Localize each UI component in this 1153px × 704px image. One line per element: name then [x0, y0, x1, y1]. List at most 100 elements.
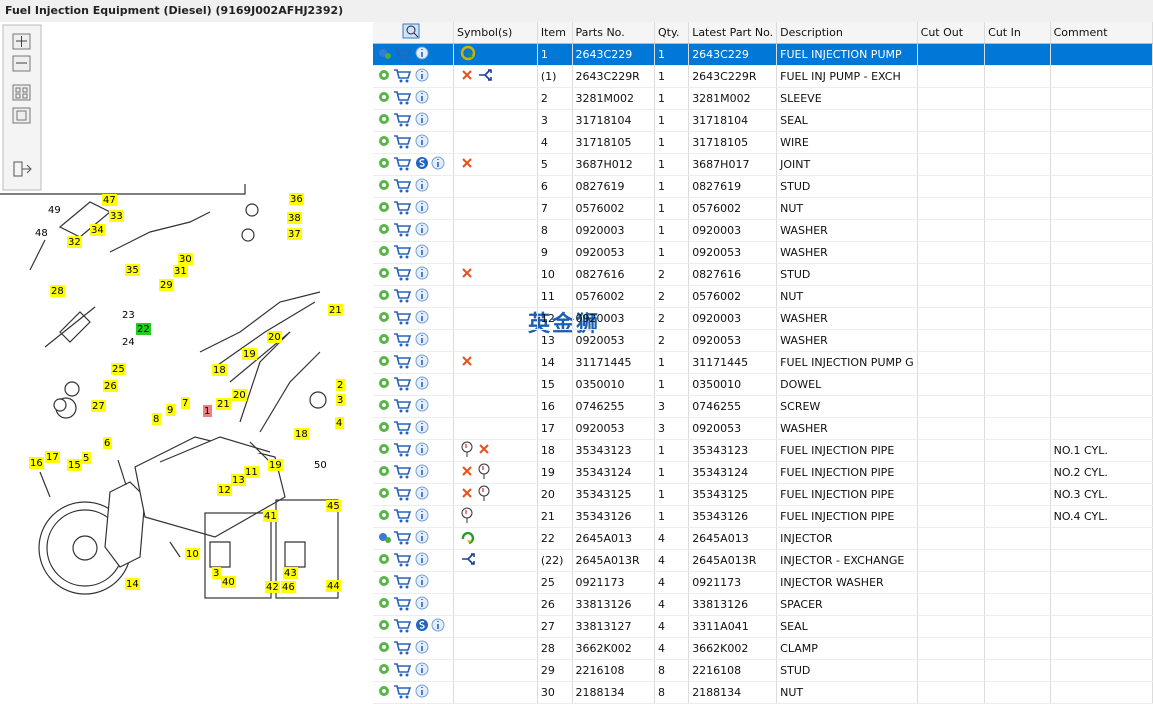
callout-label[interactable]: 28 — [51, 286, 64, 297]
row-icons[interactable] — [373, 593, 454, 616]
row-icons[interactable] — [376, 198, 450, 216]
row-icons[interactable] — [376, 550, 450, 568]
row-icons[interactable] — [373, 373, 454, 396]
callout-label[interactable]: 24 — [122, 337, 135, 348]
header-icon[interactable] — [373, 22, 454, 44]
column-header[interactable]: Item — [537, 22, 573, 44]
part-row[interactable]: 6 0827619 1 0827619 STUD — [373, 175, 1153, 198]
row-icons[interactable] — [373, 175, 454, 198]
row-icons[interactable] — [373, 87, 454, 110]
column-header[interactable]: Qty. — [654, 22, 690, 44]
row-icons[interactable] — [376, 682, 450, 700]
callout-label[interactable]: 33 — [110, 211, 123, 222]
row-icons[interactable] — [373, 307, 454, 330]
row-icons[interactable] — [376, 220, 450, 238]
row-icons[interactable] — [373, 461, 454, 484]
part-row[interactable]: 16 0746255 3 0746255 SCREW — [373, 395, 1153, 418]
part-row[interactable]: 15 0350010 1 0350010 DOWEL — [373, 373, 1153, 396]
part-row[interactable]: 2 3281M002 1 3281M002 SLEEVE — [373, 87, 1153, 110]
callout-label[interactable]: 13 — [232, 475, 245, 486]
callout-label[interactable]: 30 — [179, 254, 192, 265]
part-row[interactable]: 4 31718105 1 31718105 WIRE — [373, 131, 1153, 154]
row-icons[interactable] — [376, 374, 450, 392]
export[interactable] — [13, 161, 32, 177]
row-icons[interactable] — [373, 197, 454, 220]
row-icons[interactable] — [373, 65, 454, 88]
row-icons[interactable] — [376, 462, 450, 480]
part-row[interactable]: 29 2216108 8 2216108 STUD — [373, 659, 1153, 682]
callout-label[interactable]: 21 — [329, 305, 342, 316]
row-icons[interactable] — [376, 286, 450, 304]
search-icon[interactable] — [376, 22, 450, 40]
part-row[interactable]: 9 0920053 1 0920053 WASHER — [373, 241, 1153, 264]
callout-label[interactable]: 18 — [213, 365, 226, 376]
callout-label[interactable]: 5 — [83, 453, 89, 464]
row-icons[interactable] — [373, 505, 454, 528]
row-icons[interactable] — [373, 483, 454, 506]
callout-label[interactable]: 4 — [336, 418, 342, 429]
callout-label[interactable]: 26 — [104, 381, 117, 392]
callout-label[interactable]: 21 — [217, 399, 230, 410]
callout-label[interactable]: 38 — [288, 213, 301, 224]
callout-label[interactable]: 32 — [68, 237, 81, 248]
column-header[interactable]: Latest Part No. — [688, 22, 778, 44]
row-icons[interactable] — [373, 153, 454, 176]
callout-label[interactable]: 46 — [282, 582, 295, 593]
callout-label[interactable]: 2 — [337, 380, 343, 391]
part-row[interactable]: 3 31718104 1 31718104 SEAL — [373, 109, 1153, 132]
callout-label[interactable]: 23 — [122, 310, 135, 321]
callout-label[interactable]: 10 — [186, 549, 199, 560]
row-icons[interactable] — [373, 549, 454, 572]
row-icons[interactable] — [376, 484, 450, 502]
callout-label[interactable]: 25 — [112, 364, 125, 375]
row-icons[interactable] — [373, 241, 454, 264]
callout-label[interactable]: 48 — [35, 228, 48, 239]
callout-label[interactable]: 41 — [264, 511, 277, 522]
callout-label[interactable]: 22 — [137, 324, 150, 335]
row-icons[interactable] — [373, 131, 454, 154]
row-icons[interactable] — [376, 616, 450, 634]
part-row[interactable]: (22) 2645A013R 4 2645A013R INJECTOR - EXCHAN… — [373, 549, 1153, 572]
callout-label[interactable]: 6 — [104, 438, 110, 449]
part-row[interactable]: 7 0576002 1 0576002 NUT — [373, 197, 1153, 220]
part-row[interactable]: 18 35343123 1 35343123 FUEL INJECTION PIPE NO… — [373, 439, 1153, 462]
callout-label[interactable]: 3 — [213, 568, 219, 579]
part-row[interactable]: (1) 2643C229R 1 2643C229R FUEL INJ PUMP - EX… — [373, 65, 1153, 88]
callout-label[interactable]: 20 — [233, 390, 246, 401]
callout-label[interactable]: 42 — [266, 582, 279, 593]
part-row[interactable]: 21 35343126 1 35343126 FUEL INJECTION PIPE NO… — [373, 505, 1153, 528]
row-icons[interactable] — [373, 329, 454, 352]
callout-label[interactable]: 16 — [30, 458, 43, 469]
row-icons[interactable] — [376, 506, 450, 524]
part-row[interactable]: 14 31171445 1 31171445 FUEL INJECTION PUMP G — [373, 351, 1153, 374]
column-header[interactable]: Parts No. — [572, 22, 655, 44]
part-row[interactable]: 27 33813127 4 3311A041 SEAL — [373, 615, 1153, 638]
column-header[interactable]: Cut Out — [917, 22, 986, 44]
column-header[interactable]: Comment — [1050, 22, 1153, 44]
part-row[interactable]: 1 2643C229 1 2643C229 FUEL INJECTION PUMP — [373, 43, 1153, 66]
row-icons[interactable] — [376, 396, 450, 414]
actual-size[interactable] — [12, 107, 31, 124]
callout-label[interactable]: 27 — [92, 401, 105, 412]
row-icons[interactable] — [376, 440, 450, 458]
column-header[interactable]: Description — [776, 22, 918, 44]
callout-label[interactable]: 12 — [218, 485, 231, 496]
callout-label[interactable]: 44 — [327, 581, 340, 592]
callout-label[interactable]: 31 — [174, 266, 187, 277]
column-header[interactable]: Symbol(s) — [453, 22, 538, 44]
row-icons[interactable] — [373, 615, 454, 638]
part-row[interactable]: 20 35343125 1 35343125 FUEL INJECTION PIPE NO… — [373, 483, 1153, 506]
part-row[interactable]: 11 0576002 2 0576002 NUT — [373, 285, 1153, 308]
callout-label[interactable]: 15 — [68, 460, 81, 471]
callout-label[interactable]: 19 — [243, 349, 256, 360]
part-row[interactable]: 12 0920003 2 0920003 WASHER — [373, 307, 1153, 330]
part-row[interactable]: 17 0920053 3 0920053 WASHER — [373, 417, 1153, 440]
row-icons[interactable] — [376, 132, 450, 150]
callout-label[interactable]: 29 — [160, 280, 173, 291]
callout-label[interactable]: 1 — [204, 406, 210, 417]
callout-label[interactable]: 20 — [268, 332, 281, 343]
row-icons[interactable] — [373, 571, 454, 594]
callout-label[interactable]: 47 — [103, 195, 116, 206]
row-icons[interactable] — [373, 659, 454, 682]
callout-label[interactable]: 40 — [222, 577, 235, 588]
